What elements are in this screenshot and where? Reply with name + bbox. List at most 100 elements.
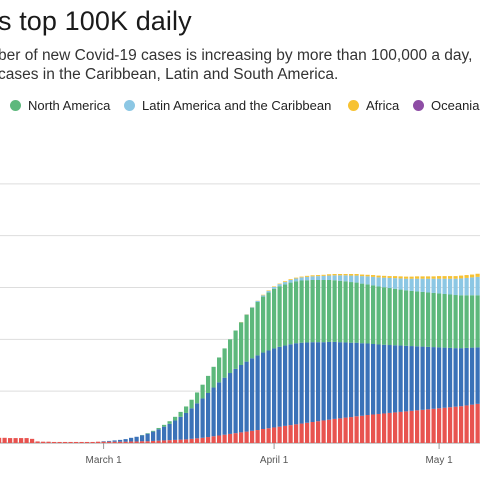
bar-segment-europe xyxy=(442,347,447,408)
legend-label-latin-america: Latin America and the Caribbean xyxy=(142,98,332,113)
bar-segment-latin_america xyxy=(299,277,304,281)
bar-segment-latin_america xyxy=(431,278,436,293)
bar-segment-asia xyxy=(360,415,365,443)
bar-segment-asia xyxy=(261,429,266,443)
bar-segment-latin_america xyxy=(305,276,310,281)
bar-segment-latin_america xyxy=(393,278,398,289)
bar-segment-europe xyxy=(431,347,436,409)
bar-segment-europe xyxy=(382,344,387,414)
bar-segment-asia xyxy=(63,441,68,443)
bar-segment-africa xyxy=(261,294,266,296)
bar-segment-europe xyxy=(343,342,348,418)
bar-segment-africa xyxy=(387,276,392,278)
bar-segment-north_america xyxy=(420,291,425,347)
bar-segment-asia xyxy=(349,417,354,443)
subtitle-line-2: cases in the Caribbean, Latin and South … xyxy=(0,66,339,83)
bar-segment-europe xyxy=(129,437,134,442)
bar-segment-africa xyxy=(475,273,480,277)
stacked-bar-chart: March 1 April 1 May 1 xyxy=(0,183,480,466)
bar-segment-europe xyxy=(134,436,139,442)
bar-segment-latin_america xyxy=(261,295,266,297)
bar-segment-north_america xyxy=(343,281,348,343)
bar-segment-europe xyxy=(184,412,189,440)
bar-segment-europe xyxy=(299,342,304,424)
bar-segment-latin_america xyxy=(420,278,425,292)
bar-segment-africa xyxy=(470,274,475,278)
bar-segment-asia xyxy=(371,414,376,443)
bar-segment-latin_america xyxy=(409,278,414,291)
bar-segment-north_america xyxy=(222,348,227,378)
bar-segment-asia xyxy=(338,418,343,443)
bar-segment-north_america xyxy=(184,406,189,413)
bar-segment-asia xyxy=(365,415,370,443)
bar-segment-north_america xyxy=(294,281,299,344)
subtitle: ber of new Covid-19 cases is increasing … xyxy=(0,46,480,84)
bar-segment-north_america xyxy=(409,290,414,347)
bar-segment-europe xyxy=(217,382,222,436)
bar-segment-europe xyxy=(426,346,431,410)
bar-segment-europe xyxy=(294,343,299,425)
bar-segment-asia xyxy=(13,438,18,443)
bar-segment-latin_america xyxy=(332,275,337,281)
bar-segment-asia xyxy=(0,437,2,443)
bar-segment-latin_america xyxy=(442,278,447,294)
bar-segment-asia xyxy=(101,441,106,443)
bar-segment-asia xyxy=(19,438,24,443)
bar-segment-asia xyxy=(156,440,161,443)
bar-segment-latin_america xyxy=(327,275,332,280)
bar-segment-north_america xyxy=(426,292,431,347)
bar-segment-asia xyxy=(96,441,101,443)
bar-segment-latin_america xyxy=(272,286,277,289)
bar-segment-asia xyxy=(283,425,288,443)
bar-segment-europe xyxy=(310,342,315,422)
bar-segment-north_america xyxy=(195,392,200,404)
bar-segment-europe xyxy=(140,435,145,442)
bar-segment-europe xyxy=(244,361,249,432)
bar-segment-africa xyxy=(404,276,409,279)
bar-segment-europe xyxy=(261,352,266,429)
bar-segment-africa xyxy=(464,275,469,278)
bar-segment-asia xyxy=(8,438,13,443)
bar-segment-asia xyxy=(107,441,112,443)
bar-segment-latin_america xyxy=(371,276,376,286)
bar-segment-north_america xyxy=(437,293,442,348)
bar-segment-europe xyxy=(332,341,337,419)
bar-segment-latin_america xyxy=(321,275,326,280)
bar-segment-latin_america xyxy=(464,277,469,296)
bar-segment-north_america xyxy=(244,314,249,362)
bar-segment-latin_america xyxy=(415,278,420,292)
bar-segment-asia xyxy=(409,410,414,443)
bar-segment-europe xyxy=(189,408,194,439)
bar-segment-north_america xyxy=(415,291,420,347)
bar-segment-asia xyxy=(206,437,211,443)
bar-segment-europe xyxy=(222,377,227,435)
bar-segment-north_america xyxy=(145,433,150,434)
bar-segment-asia xyxy=(250,430,255,443)
bar-segment-europe xyxy=(349,342,354,418)
legend-item-latin-america: Latin America and the Caribbean xyxy=(124,98,331,113)
bar-segment-asia xyxy=(426,409,431,443)
bar-segment-europe xyxy=(404,345,409,412)
bar-segment-asia xyxy=(134,441,139,443)
bar-segment-north_america xyxy=(360,283,365,344)
bar-segment-asia xyxy=(222,434,227,443)
bar-segment-europe xyxy=(327,341,332,420)
bar-segment-north_america xyxy=(448,294,453,348)
bar-segment-latin_america xyxy=(244,314,249,315)
bar-segment-latin_america xyxy=(316,276,321,280)
bar-segment-north_america xyxy=(404,290,409,346)
bar-segment-asia xyxy=(475,403,480,443)
bar-segment-africa xyxy=(426,276,431,279)
bar-segment-africa xyxy=(365,274,370,277)
bar-segment-north_america xyxy=(470,295,475,348)
legend-swatch-north-america xyxy=(10,100,21,111)
bar-segment-africa xyxy=(332,274,337,276)
bar-segment-asia xyxy=(459,406,464,443)
bar-segment-asia xyxy=(167,440,172,443)
bar-segment-latin_america xyxy=(283,282,288,285)
bar-segment-north_america xyxy=(162,424,167,427)
bar-segment-europe xyxy=(360,343,365,416)
bar-segment-north_america xyxy=(431,292,436,348)
bar-segment-asia xyxy=(316,421,321,443)
bar-segment-latin_america xyxy=(470,277,475,296)
